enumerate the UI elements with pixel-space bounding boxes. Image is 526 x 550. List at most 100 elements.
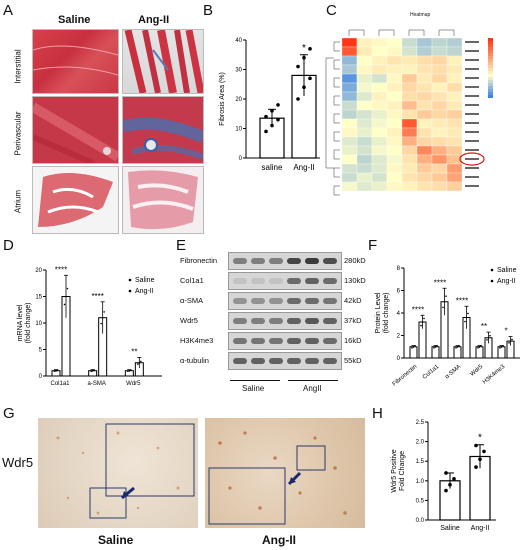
heatmap-cell — [431, 127, 448, 138]
blot-band — [251, 278, 265, 284]
heatmap-cell — [341, 55, 358, 66]
heatmap-row-label-mark — [465, 158, 479, 160]
blot-band — [251, 338, 265, 344]
heatmap-cell — [416, 100, 433, 111]
blot-band — [323, 338, 337, 344]
heatmap-cell — [356, 64, 373, 75]
heatmap-cell — [431, 136, 448, 147]
heatmap-cell — [341, 154, 358, 165]
y-axis-label: Fibrosis Area (%) — [219, 72, 226, 126]
heatmap-cell — [401, 136, 418, 147]
data-point — [443, 300, 446, 303]
blot-row-label: α-SMA — [180, 296, 204, 305]
blot-band — [287, 338, 301, 344]
heatmap-cell — [416, 181, 433, 192]
heatmap-cell — [371, 127, 388, 138]
heatmap-cell — [371, 73, 388, 84]
heatmap-cell — [431, 118, 448, 129]
heatmap-cell — [341, 136, 358, 147]
data-point — [55, 369, 57, 372]
blot-band — [269, 338, 283, 344]
heatmap-cell — [416, 37, 433, 48]
bar-Saline-H3K4me3 — [497, 346, 506, 359]
blot-band — [269, 298, 283, 304]
heatmap-cell — [431, 91, 448, 102]
heatmap-cell — [386, 73, 403, 84]
heatmap-cell — [371, 64, 388, 75]
blot-row-label: H3K4me3 — [180, 336, 214, 345]
heatmap-cell — [356, 55, 373, 66]
heatmap-cell — [386, 154, 403, 165]
ihc-label-saline: Saline — [98, 533, 134, 547]
heatmap-cell — [401, 127, 418, 138]
heatmap-cell — [371, 46, 388, 57]
heatmap-cell — [356, 82, 373, 93]
heatmap-cell — [431, 46, 448, 57]
y-tick-label: 0 — [239, 156, 243, 162]
blot-band — [305, 318, 319, 324]
blot-band — [233, 318, 247, 324]
heatmap-cell — [446, 100, 463, 111]
heatmap-cell — [371, 172, 388, 183]
heatmap-cell — [401, 172, 418, 183]
color-scale-segment — [488, 44, 493, 47]
heatmap-row-label-mark — [465, 50, 479, 52]
heatmap-cell — [416, 64, 433, 75]
data-point — [308, 47, 312, 51]
heatmap-cell — [371, 181, 388, 192]
y-tick-label: 30 — [235, 68, 242, 74]
y-tick-label: 0.5 — [416, 498, 425, 504]
blot-row-label: α-tubulin — [180, 356, 209, 365]
heatmap-row-label-mark — [465, 59, 479, 61]
blot-strip — [228, 312, 342, 330]
heatmap-cell — [431, 82, 448, 93]
heatmap-cell — [356, 154, 373, 165]
dendrogram-branch — [325, 57, 334, 169]
heatmap-row-label-mark — [465, 104, 479, 106]
heatmap-cell — [446, 136, 463, 147]
heatmap-cell — [431, 163, 448, 174]
heatmap-cell — [386, 91, 403, 102]
blot-band — [305, 278, 319, 284]
heatmap-cell — [341, 118, 358, 129]
heatmap-cell — [431, 55, 448, 66]
heatmap-cell — [401, 100, 418, 111]
legend-label: Saline — [497, 267, 517, 274]
heatmap-cell — [446, 91, 463, 102]
data-point — [433, 347, 435, 349]
angii-group-line — [288, 380, 338, 381]
x-tick-label: Col1a1 — [50, 381, 70, 387]
blot-band — [233, 278, 247, 284]
y-tick-label: 15 — [35, 295, 42, 301]
heatmap-cell — [401, 73, 418, 84]
panel-letter-h: H — [372, 405, 383, 422]
blot-band — [233, 338, 247, 344]
heatmap-cell — [401, 46, 418, 57]
blot-band — [251, 318, 265, 324]
heatmap-cell — [416, 127, 433, 138]
dendrogram-branch — [348, 29, 365, 36]
heatmap-cell — [431, 73, 448, 84]
heatmap-cell — [386, 145, 403, 156]
heatmap-cell — [401, 118, 418, 129]
x-tick-label: a-SMA — [87, 381, 105, 387]
data-point — [420, 324, 422, 327]
blot-group-saline: Saline — [242, 384, 265, 393]
heatmap-cell — [356, 172, 373, 183]
color-scale-segment — [488, 62, 493, 65]
y-tick-label: 0.0 — [416, 518, 425, 524]
color-scale-segment — [488, 50, 493, 53]
y-axis-label: Fold Change — [399, 451, 406, 491]
heatmap-row-label-mark — [465, 113, 479, 115]
heatmap-cell — [356, 46, 373, 57]
heatmap-cell — [401, 181, 418, 192]
heatmap-cell — [446, 55, 463, 66]
heatmap-cell — [356, 37, 373, 48]
heatmap-cell — [356, 145, 373, 156]
bar-Saline-Col1a1 — [431, 346, 440, 359]
x-tick-label: Wdr5 — [469, 364, 484, 378]
x-tick-label: saline — [262, 163, 283, 172]
heatmap-cell — [416, 136, 433, 147]
bar-Saline-α-SMA — [453, 346, 462, 359]
heatmap-cell — [356, 109, 373, 120]
